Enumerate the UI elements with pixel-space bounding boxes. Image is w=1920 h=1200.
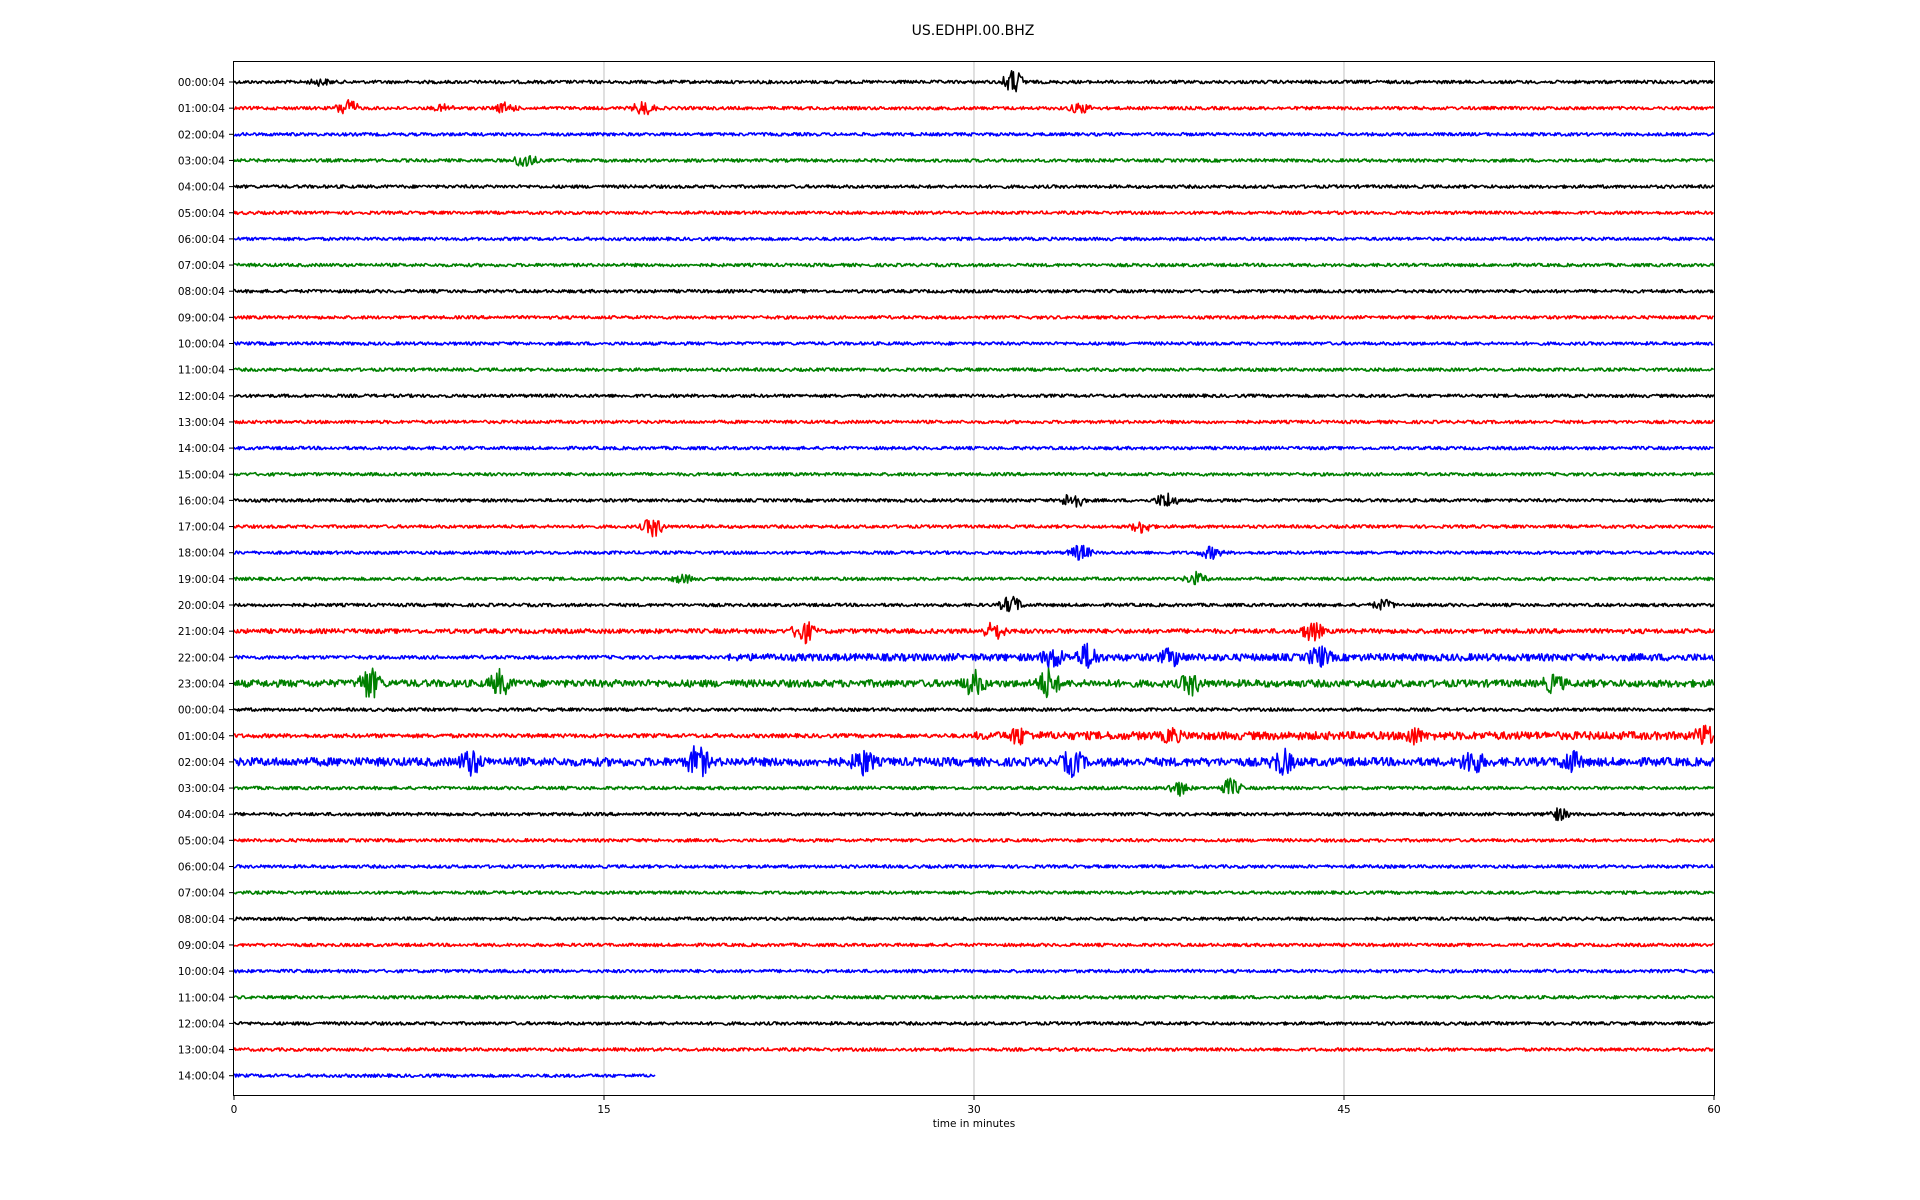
traces-layer <box>233 70 1715 1079</box>
trace-row <box>233 1047 1714 1052</box>
row-label: 22:00:04 <box>178 652 225 664</box>
row-labels: 00:00:04 01:00:04 02:00:04 03:00:04 04:00:04… <box>178 77 234 1083</box>
row-label: 15:00:04 <box>178 469 225 481</box>
trace-row <box>233 707 1715 712</box>
row-label: 08:00:04 <box>178 286 225 298</box>
trace-row <box>233 864 1714 869</box>
row-label: 19:00:04 <box>178 574 225 586</box>
row-label: 09:00:04 <box>178 312 225 324</box>
row-label: 03:00:04 <box>178 155 225 167</box>
trace-row <box>234 492 1715 508</box>
row-label: 08:00:04 <box>178 914 225 926</box>
row-label: 06:00:04 <box>178 862 225 874</box>
trace-row <box>233 70 1714 93</box>
row-label: 12:00:04 <box>178 391 225 403</box>
row-label: 05:00:04 <box>178 835 225 847</box>
row-label: 13:00:04 <box>178 1045 225 1057</box>
row-label: 21:00:04 <box>178 626 225 638</box>
x-tick-label: 15 <box>597 1104 610 1116</box>
row-label: 14:00:04 <box>178 443 225 455</box>
x-tick-label: 45 <box>1337 1104 1350 1116</box>
trace-row <box>233 942 1714 948</box>
trace-row <box>233 777 1715 797</box>
row-label: 00:00:04 <box>178 77 225 89</box>
row-label: 11:00:04 <box>178 365 225 377</box>
trace-row <box>233 315 1714 320</box>
row-label: 02:00:04 <box>178 129 225 141</box>
plot-frame <box>233 61 1715 1096</box>
trace-row <box>233 968 1715 974</box>
row-label: 06:00:04 <box>178 234 225 246</box>
row-label: 05:00:04 <box>178 208 225 220</box>
row-label: 07:00:04 <box>178 888 225 900</box>
x-tick-label: 30 <box>967 1104 980 1116</box>
row-label: 13:00:04 <box>178 417 225 429</box>
trace-row <box>233 184 1715 189</box>
trace-row <box>233 595 1715 613</box>
row-label: 11:00:04 <box>178 992 225 1004</box>
trace-row <box>233 621 1715 645</box>
row-label: 18:00:04 <box>178 548 225 560</box>
row-label: 10:00:04 <box>178 339 225 351</box>
chart-title: US.EDHPI.00.BHZ <box>912 23 1035 39</box>
trace-row <box>233 570 1715 586</box>
trace-row <box>233 367 1715 372</box>
trace-row <box>233 210 1715 216</box>
trace-row <box>234 131 1715 137</box>
row-label: 16:00:04 <box>178 495 225 507</box>
trace-row <box>233 262 1715 268</box>
row-label: 04:00:04 <box>178 809 225 821</box>
row-label: 20:00:04 <box>178 600 225 612</box>
row-label: 12:00:04 <box>178 1018 225 1030</box>
row-label: 23:00:04 <box>178 678 225 690</box>
trace-row <box>234 916 1715 922</box>
row-label: 02:00:04 <box>178 757 225 769</box>
x-axis: 0 15 30 45 60 <box>231 1095 1721 1116</box>
row-label: 01:00:04 <box>178 103 225 115</box>
trace-row <box>233 544 1715 561</box>
trace-row <box>233 667 1715 699</box>
trace-row <box>234 724 1715 746</box>
row-label: 00:00:04 <box>178 705 225 717</box>
trace-row <box>233 341 1714 346</box>
trace-row <box>233 1073 656 1079</box>
row-label: 04:00:04 <box>178 182 225 194</box>
trace-row <box>233 745 1715 779</box>
trace-row <box>233 519 1714 538</box>
row-label: 14:00:04 <box>178 1071 225 1083</box>
trace-row <box>233 642 1715 669</box>
row-label: 03:00:04 <box>178 783 225 795</box>
trace-row <box>233 994 1715 1000</box>
trace-row <box>234 1021 1714 1026</box>
row-label: 09:00:04 <box>178 940 225 952</box>
row-label: 17:00:04 <box>178 522 225 534</box>
x-axis-label: time in minutes <box>933 1118 1015 1130</box>
trace-row <box>233 99 1715 116</box>
trace-row <box>233 471 1715 477</box>
trace-row <box>233 155 1714 167</box>
trace-row <box>233 445 1714 451</box>
trace-row <box>233 807 1715 822</box>
x-tick-label: 60 <box>1707 1104 1720 1116</box>
row-label: 10:00:04 <box>178 966 225 978</box>
row-label: 07:00:04 <box>178 260 225 272</box>
trace-row <box>233 419 1715 425</box>
trace-row <box>233 236 1715 242</box>
trace-row <box>233 890 1715 895</box>
x-tick-label: 0 <box>231 1104 238 1116</box>
row-label: 01:00:04 <box>178 731 225 743</box>
trace-row <box>233 393 1715 399</box>
trace-row <box>233 838 1715 843</box>
trace-row <box>233 288 1715 294</box>
